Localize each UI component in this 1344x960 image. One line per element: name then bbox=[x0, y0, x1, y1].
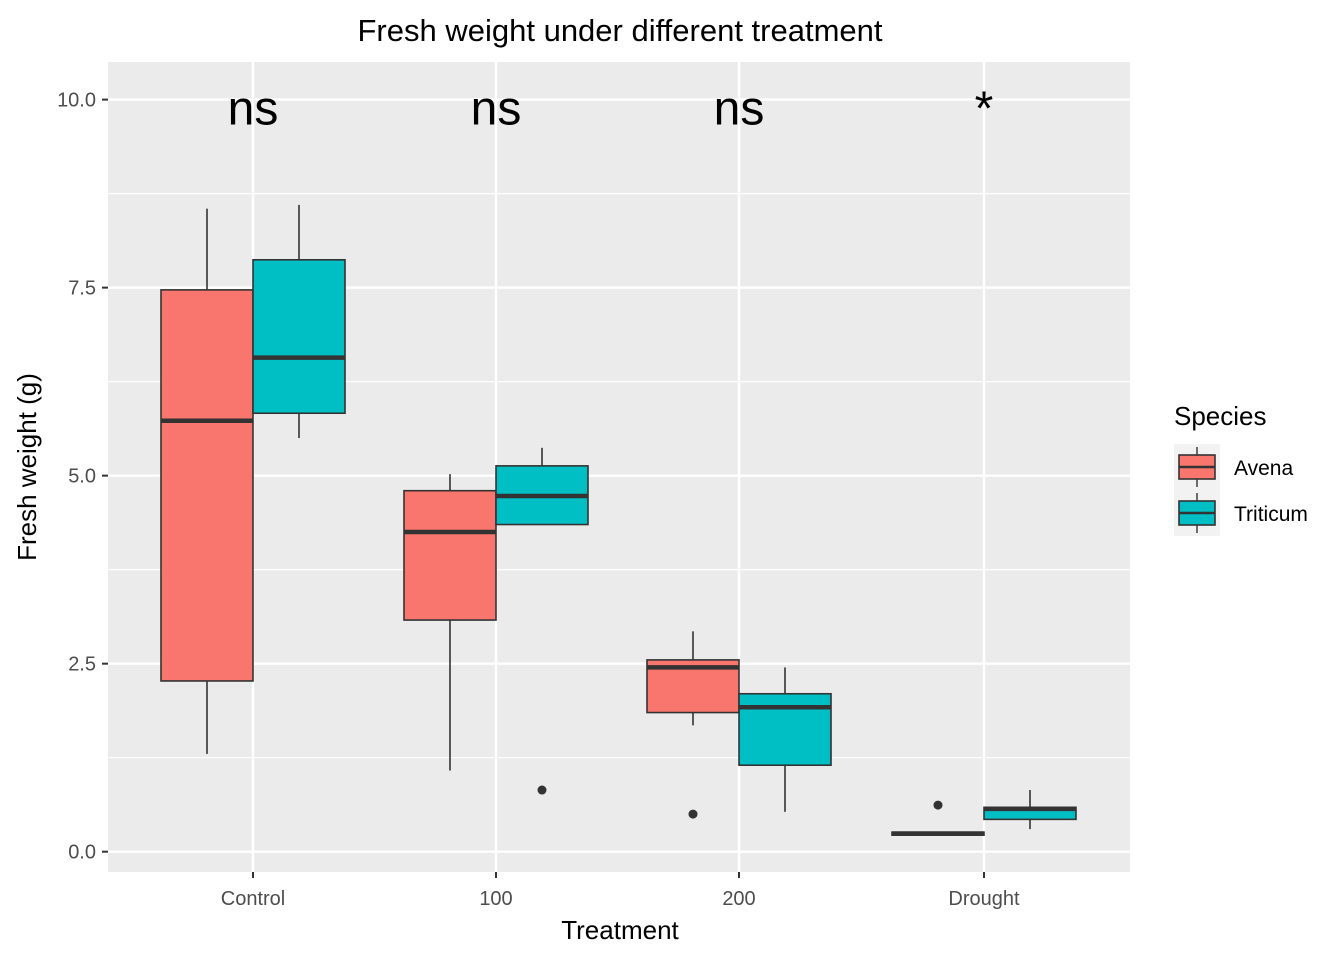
x-tick-label: 100 bbox=[479, 888, 512, 910]
chart-title: Fresh weight under different treatment bbox=[358, 13, 883, 48]
significance-label: ns bbox=[714, 82, 765, 135]
y-tick-label: 7.5 bbox=[68, 278, 96, 300]
box-avena-drought bbox=[891, 800, 985, 836]
box-triticum-drought bbox=[983, 790, 1077, 830]
legend-item-triticum: Triticum bbox=[1174, 490, 1308, 536]
significance-annotations: ns ns ns * bbox=[228, 82, 994, 135]
box-body bbox=[252, 258, 346, 415]
y-tick-label: 2.5 bbox=[68, 654, 96, 676]
legend-title: Species bbox=[1174, 401, 1267, 431]
box-body bbox=[403, 489, 497, 621]
box-body bbox=[738, 692, 832, 767]
significance-label: ns bbox=[471, 82, 522, 135]
y-tick-label: 0.0 bbox=[68, 842, 96, 864]
x-tick-label: Control bbox=[221, 888, 285, 910]
legend: Species Avena Triticum bbox=[1174, 401, 1308, 536]
y-tick-label: 10.0 bbox=[57, 90, 96, 112]
axes: 0.0 2.5 5.0 7.5 10.0 Control 100 200 Drought bbox=[57, 90, 1020, 910]
box-body bbox=[160, 289, 254, 682]
outlier-point bbox=[933, 800, 943, 810]
outlier-point bbox=[537, 785, 547, 795]
y-tick-label: 5.0 bbox=[68, 466, 96, 488]
box-avena-control bbox=[160, 208, 254, 754]
legend-label: Avena bbox=[1234, 457, 1293, 480]
box-avena-100 bbox=[403, 474, 497, 771]
x-tick-label: 200 bbox=[722, 888, 755, 910]
box-triticum-200 bbox=[738, 667, 832, 812]
box-triticum-100 bbox=[495, 447, 589, 795]
significance-label: * bbox=[975, 82, 994, 135]
legend-label: Triticum bbox=[1234, 503, 1308, 526]
box-triticum-control bbox=[252, 204, 346, 439]
box-avena-200 bbox=[646, 631, 740, 819]
outlier-point bbox=[688, 809, 698, 819]
legend-item-avena: Avena bbox=[1174, 444, 1293, 490]
significance-label: ns bbox=[228, 82, 279, 135]
x-tick-label: Drought bbox=[948, 888, 1020, 910]
x-axis-title: Treatment bbox=[561, 915, 679, 945]
y-axis-title: Fresh weight (g) bbox=[12, 373, 42, 561]
box-layer bbox=[160, 204, 1077, 836]
plot-panel bbox=[108, 62, 1130, 872]
